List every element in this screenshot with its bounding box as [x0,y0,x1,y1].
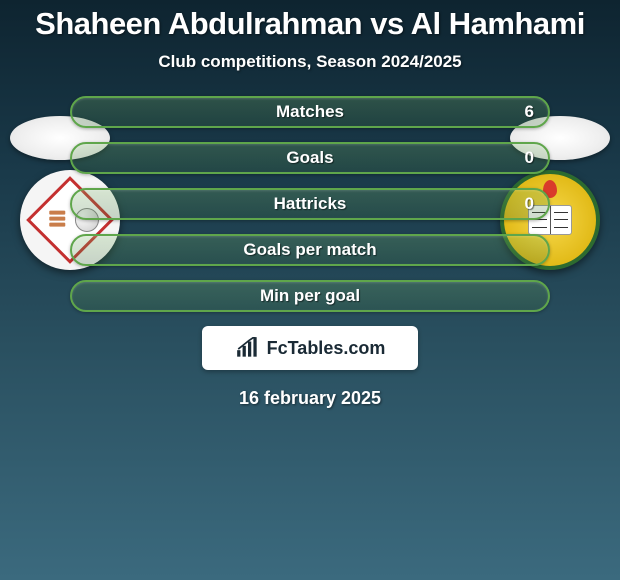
stat-label: Min per goal [260,286,360,306]
stat-right-value: 0 [525,148,534,168]
stat-row-goals: Goals 0 [70,142,550,174]
chart-icon [235,337,261,359]
stat-row-matches: Matches 6 [70,96,550,128]
site-logo-text: FcTables.com [267,338,386,359]
stat-label: Goals per match [243,240,376,260]
stat-row-hattricks: Hattricks 0 [70,188,550,220]
stat-label: Matches [276,102,344,122]
stat-right-value: 0 [525,194,534,214]
subtitle: Club competitions, Season 2024/2025 [0,52,620,72]
page-title: Shaheen Abdulrahman vs Al Hamhami [0,0,620,42]
stat-row-min-per-goal: Min per goal [70,280,550,312]
stat-right-value: 6 [525,102,534,122]
stat-row-goals-per-match: Goals per match [70,234,550,266]
stat-label: Hattricks [274,194,347,214]
stats-container: Matches 6 Goals 0 Hattricks 0 Goals per … [70,96,550,312]
stripes-icon [49,209,65,229]
stat-label: Goals [286,148,333,168]
comparison-date: 16 february 2025 [0,388,620,409]
site-logo[interactable]: FcTables.com [202,326,418,370]
